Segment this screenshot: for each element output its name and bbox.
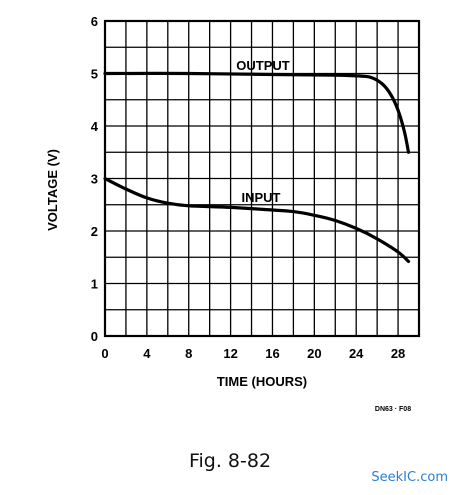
y-tick-labels: 0 1 2 3 4 5 6 bbox=[91, 14, 99, 344]
y-tick-label: 3 bbox=[91, 172, 98, 187]
x-tick-label: 0 bbox=[101, 346, 108, 361]
x-axis-title: TIME (HOURS) bbox=[217, 374, 307, 389]
x-tick-label: 16 bbox=[265, 346, 279, 361]
figure-caption: Fig. 8-82 bbox=[188, 450, 272, 472]
x-tick-label: 20 bbox=[307, 346, 321, 361]
y-tick-label: 5 bbox=[91, 67, 98, 82]
x-tick-label: 12 bbox=[223, 346, 237, 361]
y-tick-label: 1 bbox=[91, 277, 98, 292]
y-axis-title: VOLTAGE (V) bbox=[45, 149, 60, 231]
x-tick-label: 4 bbox=[143, 346, 151, 361]
y-tick-label: 2 bbox=[91, 224, 98, 239]
series-label-input: INPUT bbox=[242, 190, 281, 205]
series-label-output: OUTPUT bbox=[236, 58, 290, 73]
series-line-output bbox=[103, 71, 411, 154]
watermark: SeekIC.com bbox=[371, 470, 448, 485]
series-line-input bbox=[103, 176, 411, 263]
x-tick-label: 24 bbox=[349, 346, 364, 361]
y-tick-label: 0 bbox=[91, 329, 98, 344]
x-tick-label: 28 bbox=[391, 346, 405, 361]
figure-code: DN63 · F08 bbox=[375, 406, 411, 413]
y-tick-label: 6 bbox=[91, 14, 98, 29]
x-tick-label: 8 bbox=[185, 346, 192, 361]
x-tick-labels: 0 4 8 12 16 20 24 28 bbox=[101, 346, 405, 361]
y-tick-label: 4 bbox=[91, 119, 99, 134]
series-lines bbox=[103, 71, 411, 263]
